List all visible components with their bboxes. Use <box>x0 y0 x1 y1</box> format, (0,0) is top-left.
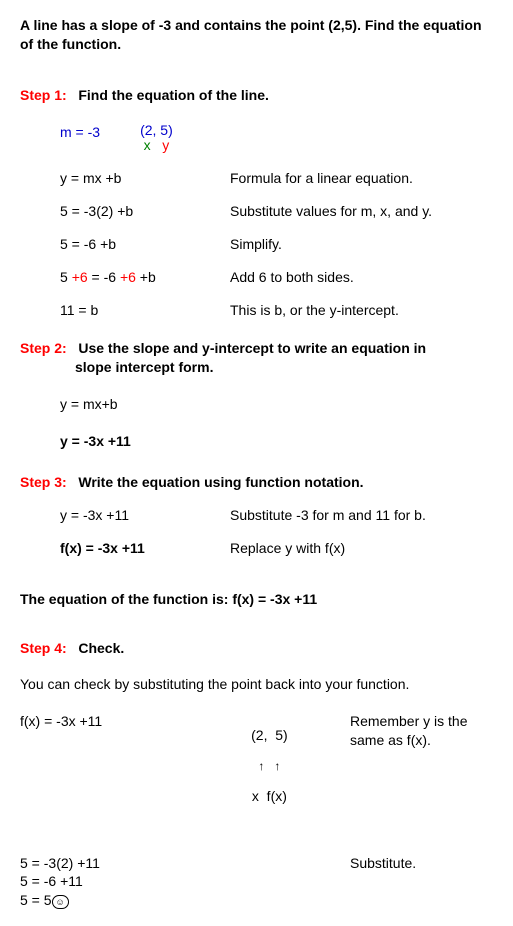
check-line-1: 5 = -3(2) +11 <box>20 854 350 873</box>
check-line-3-text: 5 = 5 <box>20 892 52 908</box>
step-1-heading: Step 1: Find the equation of the line. <box>20 86 493 105</box>
step-4-intro: You can check by substituting the point … <box>20 675 493 694</box>
step-1: Step 1: Find the equation of the line. m… <box>20 86 493 320</box>
check-line-2: 5 = -6 +11 <box>20 872 350 891</box>
step-2-title-l2: slope intercept form. <box>20 358 493 377</box>
step-2: Step 2: Use the slope and y-intercept to… <box>20 339 493 451</box>
desc: Substitute -3 for m and 11 for b. <box>230 506 493 525</box>
step-4-xfx: x f(x) <box>252 788 287 804</box>
desc: Substitute values for m, x, and y. <box>230 202 493 221</box>
step-3-row-0: y = -3x +11 Substitute -3 for m and 11 f… <box>20 506 493 525</box>
eq-post: +b <box>136 269 156 285</box>
given-m: m = -3 <box>60 123 100 155</box>
eq-mid: = -6 <box>88 269 120 285</box>
step-4-arrows: ↑ ↑ <box>258 759 280 773</box>
step-2-label: Step 2: <box>20 340 67 356</box>
step-4-label: Step 4: <box>20 640 67 656</box>
step-4-point-block: (2, 5) ↑ ↑ x f(x) <box>220 712 350 821</box>
step-1-given: m = -3 (2, 5) x y <box>20 123 493 155</box>
step-1-label: Step 1: <box>20 87 67 103</box>
step-3: Step 3: Write the equation using functio… <box>20 473 493 558</box>
step-1-title-text: Find the equation of the line. <box>78 87 269 103</box>
eq: 5 = -6 +b <box>20 235 230 254</box>
step-3-label: Step 3: <box>20 474 67 490</box>
eq: 5 +6 = -6 +6 +b <box>20 268 230 287</box>
given-point-block: (2, 5) x y <box>140 123 173 155</box>
step-3-row-1: f(x) = -3x +11 Replace y with f(x) <box>20 539 493 558</box>
conclusion: The equation of the function is: f(x) = … <box>20 590 493 609</box>
problem-statement: A line has a slope of -3 and contains th… <box>20 16 493 54</box>
step-1-row-4: 11 = b This is b, or the y-intercept. <box>20 301 493 320</box>
eq: 11 = b <box>20 301 230 320</box>
eq: f(x) = -3x +11 <box>20 539 230 558</box>
step-4-point: (2, 5) <box>251 727 288 743</box>
eq: y = mx +b <box>20 169 230 188</box>
step-4-eq: f(x) = -3x +11 <box>20 712 220 731</box>
eq: 5 = -3(2) +b <box>20 202 230 221</box>
desc: Simplify. <box>230 235 493 254</box>
step-1-row-1: 5 = -3(2) +b Substitute values for m, x,… <box>20 202 493 221</box>
step-3-heading: Step 3: Write the equation using functio… <box>20 473 493 492</box>
substitute-label: Substitute. <box>350 854 416 873</box>
step-3-title: Write the equation using function notati… <box>78 474 363 490</box>
step-4-heading: Step 4: Check. <box>20 639 493 658</box>
eq-p6b: +6 <box>120 269 136 285</box>
check-line-3: 5 = 5☺ <box>20 891 350 910</box>
step-4-check-row: f(x) = -3x +11 (2, 5) ↑ ↑ x f(x) Remembe… <box>20 712 493 821</box>
step-2-heading: Step 2: Use the slope and y-intercept to… <box>20 339 493 358</box>
step-2-title-l1: Use the slope and y-intercept to write a… <box>78 340 426 356</box>
desc: This is b, or the y-intercept. <box>230 301 493 320</box>
step-4-substitute-row: 5 = -3(2) +11 5 = -6 +11 5 = 5☺ Substitu… <box>20 854 493 911</box>
step-4-title: Check. <box>78 640 124 656</box>
eq-pre: 5 <box>60 269 72 285</box>
step-2-eq2: y = -3x +11 <box>20 432 493 451</box>
step-2-eq1: y = mx+b <box>20 395 493 414</box>
desc: Add 6 to both sides. <box>230 268 493 287</box>
eq-p6a: +6 <box>72 269 88 285</box>
desc: Replace y with f(x) <box>230 539 493 558</box>
step-4-remember: Remember y is the same as f(x). <box>350 712 493 750</box>
eq: y = -3x +11 <box>20 506 230 525</box>
step-1-row-3: 5 +6 = -6 +6 +b Add 6 to both sides. <box>20 268 493 287</box>
point-x-label: x <box>144 137 151 153</box>
point-y-label: y <box>162 137 169 153</box>
step-1-row-0: y = mx +b Formula for a linear equation. <box>20 169 493 188</box>
given-point: (2, 5) <box>140 122 173 138</box>
step-1-row-2: 5 = -6 +b Simplify. <box>20 235 493 254</box>
step-4: Step 4: Check. You can check by substitu… <box>20 639 493 911</box>
desc: Formula for a linear equation. <box>230 169 493 188</box>
